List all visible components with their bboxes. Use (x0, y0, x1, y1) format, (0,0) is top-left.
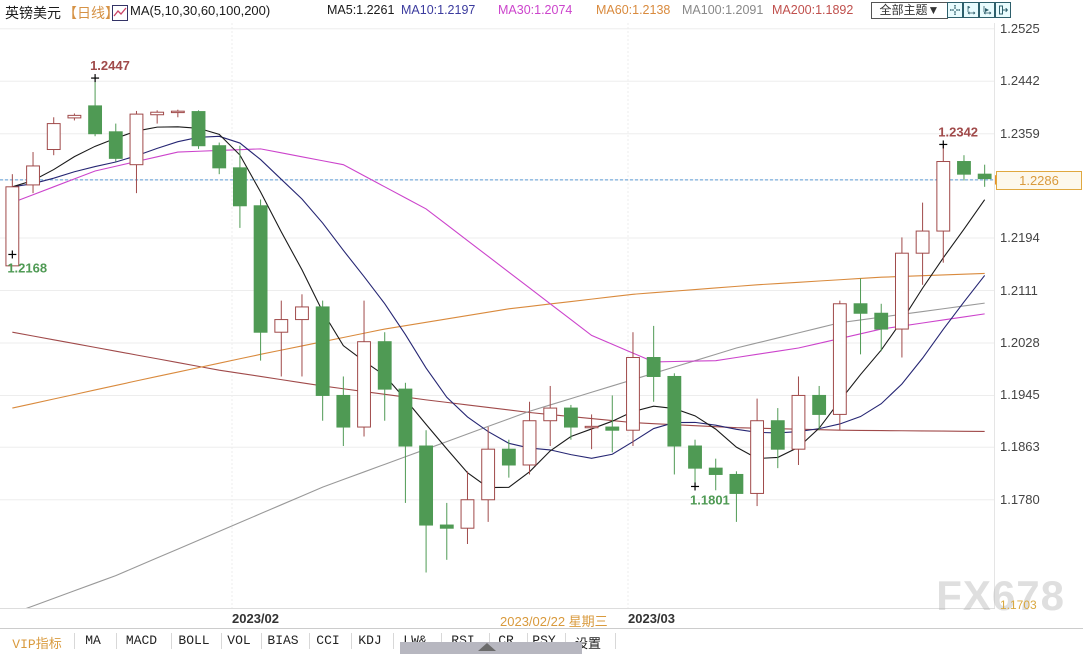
svg-text:1.2447: 1.2447 (90, 58, 130, 73)
svg-text:1.2168: 1.2168 (7, 260, 47, 275)
svg-text:1.1801: 1.1801 (690, 492, 730, 507)
svg-text:1.2342: 1.2342 (938, 124, 978, 139)
